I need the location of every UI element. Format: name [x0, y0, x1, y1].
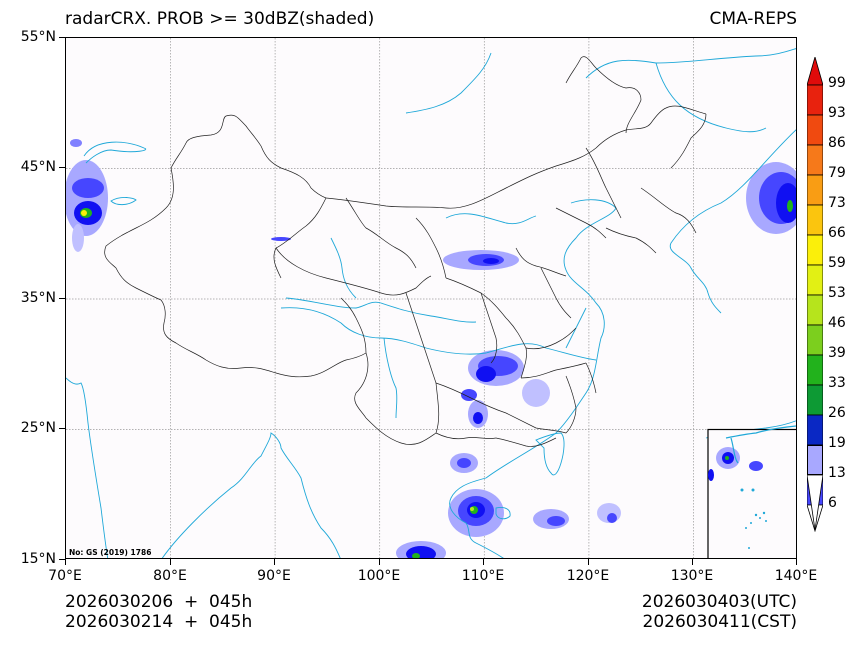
x-tick-label: 70°E: [48, 568, 82, 584]
colorbar-under-arrow: [807, 475, 823, 531]
x-tick-label: 130°E: [670, 568, 714, 584]
y-tick-label: 55°N: [20, 29, 56, 45]
colorbar-label: 46: [828, 315, 846, 331]
x-tick-label: 100°E: [357, 568, 401, 584]
colorbar-label: 66: [828, 225, 846, 241]
x-tick-mark: [692, 559, 693, 565]
x-tick-mark: [379, 559, 380, 565]
model-name: CMA-REPS: [709, 9, 797, 29]
x-tick-label: 80°E: [153, 568, 187, 584]
colorbar-label: 26: [828, 405, 846, 421]
valid-time-utc: 2026030403(UTC): [641, 592, 797, 612]
colorbar-label: 99: [828, 75, 846, 91]
colorbar-label: 6: [828, 495, 837, 511]
x-tick-label: 110°E: [461, 568, 505, 584]
y-tick-label: 15°N: [20, 551, 56, 567]
y-tick-mark: [59, 298, 65, 299]
y-tick-mark: [59, 559, 65, 560]
colorbar-label: 79: [828, 165, 846, 181]
colorbar-bins: [807, 84, 823, 506]
colorbar-label: 39: [828, 345, 846, 361]
colorbar-label: 33: [828, 375, 846, 391]
admin-borders: [104, 56, 707, 447]
colorbar-label: 13: [828, 465, 846, 481]
graticule: [66, 38, 796, 558]
y-tick-mark: [59, 428, 65, 429]
colorbar-label: 86: [828, 135, 846, 151]
valid-time-cst: 2026030411(CST): [642, 612, 797, 632]
x-tick-mark: [796, 559, 797, 565]
y-tick-label: 35°N: [20, 290, 56, 306]
colorbar-label: 19: [828, 435, 846, 451]
map-plot-area: [65, 37, 797, 559]
y-tick-label: 25°N: [20, 420, 56, 436]
init-time-utc: 2026030206 + 045h: [65, 592, 253, 612]
colorbar-label: 53: [828, 285, 846, 301]
rivers-coastlines: [66, 48, 796, 558]
map-title: radarCRX. PROB >= 30dBZ(shaded): [65, 9, 375, 29]
x-tick-label: 140°E: [774, 568, 818, 584]
colorbar: [807, 57, 823, 532]
x-tick-mark: [483, 559, 484, 565]
colorbar-label: 59: [828, 255, 846, 271]
y-tick-mark: [59, 37, 65, 38]
south-china-sea-inset: [707, 425, 796, 558]
init-time-cst: 2026030214 + 045h: [65, 612, 253, 632]
y-tick-label: 45°N: [20, 159, 56, 175]
colorbar-label: 73: [828, 195, 846, 211]
x-tick-mark: [170, 559, 171, 565]
x-tick-mark: [65, 559, 66, 565]
init-time-block: 2026030206 + 045h 2026030214 + 045h: [65, 592, 252, 632]
x-tick-mark: [588, 559, 589, 565]
colorbar-label: 93: [828, 105, 846, 121]
x-tick-label: 120°E: [566, 568, 610, 584]
map-approval-number: No: GS (2019) 1786: [69, 548, 152, 557]
colorbar-bin-lowest: [807, 445, 823, 475]
valid-time-block: 2026030403(UTC) 2026030411(CST): [642, 592, 797, 632]
x-tick-mark: [274, 559, 275, 565]
y-tick-mark: [59, 167, 65, 168]
x-tick-label: 90°E: [257, 568, 291, 584]
map-canvas: [66, 38, 796, 558]
